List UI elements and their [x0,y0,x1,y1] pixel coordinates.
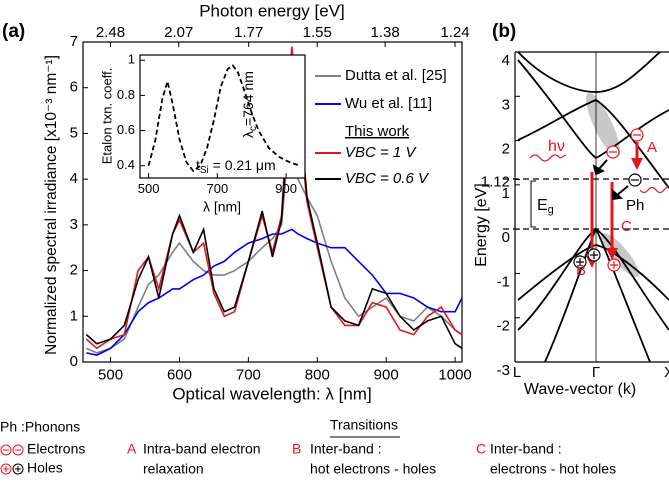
y-tick-label: 1 [128,52,135,67]
legend-label: VBC = 0.6 V [345,170,430,187]
inset-y-label: Etalon txn. coeff. [99,68,114,165]
y-tick-label: 0.8 [117,87,135,102]
x2-tick-label: 2.48 [96,24,125,41]
arrow-head [606,248,618,260]
x-axis-label: Wave-vector (k) [524,381,636,398]
annotation-part: λ [240,131,256,138]
annotation: hν [548,138,565,155]
y-tick-label: 6 [70,79,78,96]
annotation-part: c [248,126,259,131]
annotation: A [647,139,657,156]
band-diagram [503,51,669,363]
x-tick-label: 900 [374,366,399,383]
y-tick-label: -1 [497,273,510,290]
y-tick-label: -2 [497,318,510,335]
eg-bracket [530,180,536,228]
series-line [147,64,301,173]
panel-label: (b) [492,21,516,42]
arrow-head [592,164,606,176]
x-tick-label: 800 [305,366,330,383]
y-tick-label: 3 [502,96,510,113]
x-axis-label: Optical wavelength: λ [nm] [172,384,371,403]
x-tick-label: 500 [98,366,123,383]
annotation-part: = 0.21 μm [209,157,276,173]
note-text: relaxation [143,461,204,477]
arrow-head [631,158,643,170]
y-tick-label: 4 [70,170,78,187]
y-tick-label: 7 [70,33,78,50]
y-tick-label: 1 [70,307,78,324]
lambda-annotation: λc=764 nm [240,71,259,138]
annotation-part: g [548,204,554,216]
annotation: C [621,218,632,235]
note-letter: A [127,441,137,457]
valley-highlight [586,93,620,157]
x-tick-label: Γ [592,364,600,381]
x-tick-label: 500 [138,181,160,196]
legend-heading: This work [345,123,410,140]
x-tick-label: 700 [236,366,261,383]
legend-label: Dutta et al. [25] [345,67,447,84]
x2-tick-label: 1.38 [371,24,400,41]
x-tick-label: 700 [206,181,228,196]
note-holes: Holes [27,460,63,476]
photon-wave [529,154,567,162]
x2-tick-label: 1.77 [234,24,263,41]
panel-label: (a) [2,21,25,42]
note-letter: B [292,441,301,457]
legend-label: VBC = 1 V [345,144,417,161]
note-heading: Transitions [330,417,398,433]
annotation-part: E [537,197,548,214]
series-line [86,228,463,356]
annotation: Ph [626,197,644,214]
y-tick-label: 1 [502,185,510,202]
y-tick-label: 0 [502,229,510,246]
note-text: Intra-band electron [143,441,261,457]
x2-tick-label: 1.55 [303,24,332,41]
annotation-part: t [196,157,200,173]
y-tick-label: 2 [70,262,78,279]
x-tick-label: 1000 [438,366,471,383]
y-tick-label: 2 [502,141,510,158]
y-axis-label: Energy [eV] [473,183,490,267]
y-tick-label: -3 [497,362,510,379]
x-tick-label: 900 [275,181,297,196]
y-tick-label: 4 [502,52,510,69]
note-icons [0,444,24,475]
annotation: Eg [537,197,554,216]
t-annotation: tSi = 0.21 μm [196,157,276,176]
inset-x-label: λ [nm] [203,199,241,215]
series-line [85,73,463,349]
arrow-head [612,189,624,201]
carriers [573,128,644,272]
note-text: electrons - hot holes [490,461,616,477]
x-tick-label: 600 [167,366,192,383]
x-tick-label: L [513,364,521,381]
note-electrons: Electrons [27,441,85,457]
y-tick-label: 0.4 [117,157,135,172]
annotation-part: Si [200,165,209,176]
note-text: Inter-band : [310,441,382,457]
y-tick-label: 1.12 [481,174,510,191]
note-phonons: Ph :Phonons [0,419,80,435]
phonon-wave [639,185,669,194]
x-tick-label: X [664,364,669,381]
note-text: hot electrons - holes [310,461,436,477]
y-axis-label: Normalized spectral irradiance [x10⁻³ nm… [43,55,60,355]
x2-axis-label: Photon energy [eV] [199,1,345,20]
plot-frame [139,54,306,179]
y-tick-label: 0.6 [117,122,135,137]
y-tick-label: 3 [70,216,78,233]
x2-tick-label: 1.24 [440,24,469,41]
annotation: B [576,262,586,279]
band [544,227,651,363]
x2-tick-label: 2.07 [164,24,193,41]
y-tick-label: 5 [70,124,78,141]
note-letter: C [476,441,486,457]
y-tick-label: 0 [70,353,78,370]
legend-label: Wu et al. [11] [345,95,432,112]
annotation-part: =764 nm [240,71,256,126]
note-text: Inter-band : [490,441,562,457]
